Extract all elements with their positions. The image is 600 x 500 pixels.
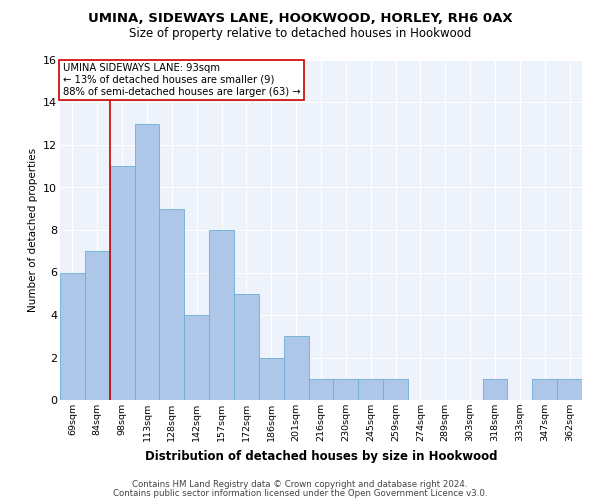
- Text: Contains public sector information licensed under the Open Government Licence v3: Contains public sector information licen…: [113, 489, 487, 498]
- Y-axis label: Number of detached properties: Number of detached properties: [28, 148, 38, 312]
- Text: Size of property relative to detached houses in Hookwood: Size of property relative to detached ho…: [129, 28, 471, 40]
- Bar: [284, 336, 308, 400]
- Bar: [383, 379, 408, 400]
- Bar: [557, 379, 582, 400]
- Bar: [308, 379, 334, 400]
- Bar: [184, 315, 209, 400]
- Bar: [60, 272, 85, 400]
- Bar: [160, 209, 184, 400]
- Bar: [85, 251, 110, 400]
- Bar: [134, 124, 160, 400]
- Bar: [358, 379, 383, 400]
- Bar: [110, 166, 134, 400]
- Text: UMINA, SIDEWAYS LANE, HOOKWOOD, HORLEY, RH6 0AX: UMINA, SIDEWAYS LANE, HOOKWOOD, HORLEY, …: [88, 12, 512, 26]
- Bar: [234, 294, 259, 400]
- Bar: [532, 379, 557, 400]
- X-axis label: Distribution of detached houses by size in Hookwood: Distribution of detached houses by size …: [145, 450, 497, 462]
- Bar: [334, 379, 358, 400]
- Bar: [482, 379, 508, 400]
- Text: UMINA SIDEWAYS LANE: 93sqm
← 13% of detached houses are smaller (9)
88% of semi-: UMINA SIDEWAYS LANE: 93sqm ← 13% of deta…: [62, 64, 300, 96]
- Bar: [259, 358, 284, 400]
- Bar: [209, 230, 234, 400]
- Text: Contains HM Land Registry data © Crown copyright and database right 2024.: Contains HM Land Registry data © Crown c…: [132, 480, 468, 489]
